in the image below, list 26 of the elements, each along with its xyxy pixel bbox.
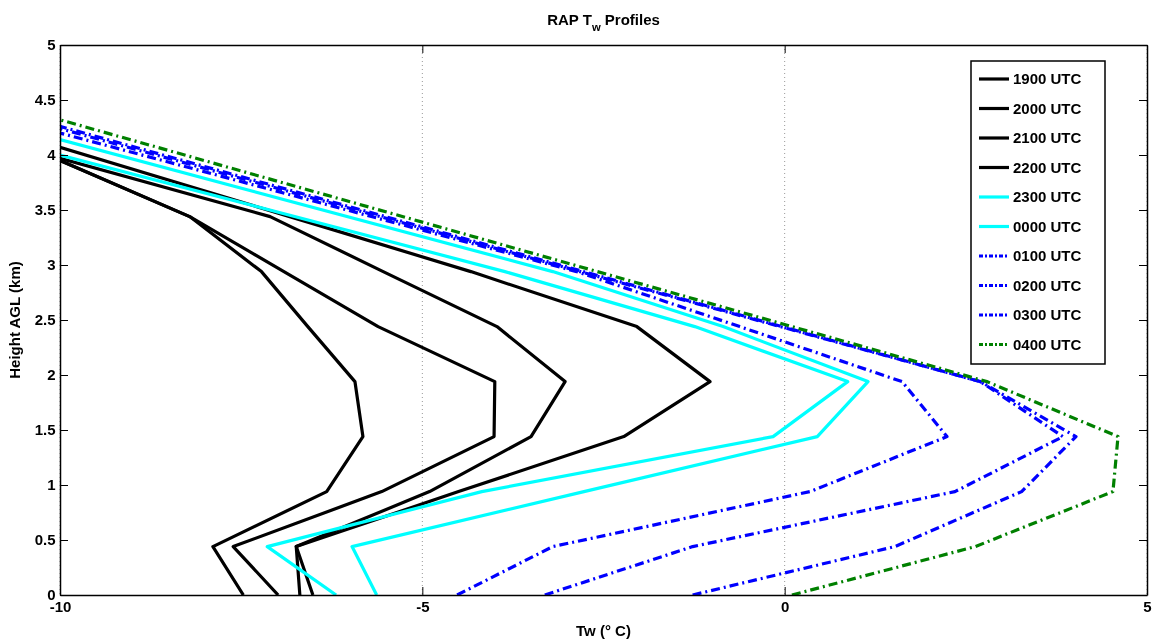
x-tick-label: -5 (416, 597, 430, 615)
x-tick-label: 0 (780, 597, 790, 615)
y-tick-label: 4 (47, 146, 57, 164)
x-tick-label: 5 (1143, 597, 1152, 615)
x-axis-title: Tw (° C) (576, 622, 631, 639)
legend-label: 2200 UTC (1013, 158, 1082, 176)
y-tick-label: 3 (47, 256, 56, 274)
y-tick-label: 2.5 (34, 311, 56, 329)
legend-label: 0300 UTC (1013, 306, 1082, 323)
legend-label: 2100 UTC (1013, 129, 1082, 146)
y-tick-label: 0.5 (34, 531, 56, 549)
legend-label: 2000 UTC (1013, 99, 1082, 117)
legend-label: 0000 UTC (1013, 217, 1082, 235)
legend-label: 0400 UTC (1013, 335, 1082, 353)
y-tick-label: 3.5 (34, 201, 56, 219)
legend-label: 0200 UTC (1013, 276, 1082, 294)
y-tick-label: 5 (47, 36, 56, 54)
chart-title: RAP T$_{w}$ Profiles (547, 11, 660, 33)
y-tick-label: 1.5 (34, 421, 56, 439)
legend-label: 1900 UTC (1013, 70, 1082, 87)
y-tick-label: 2 (47, 366, 56, 384)
y-axis-title: Height AGL (km) (6, 261, 23, 379)
y-tick-label: 4.5 (34, 91, 56, 109)
legend-label: 2300 UTC (1013, 188, 1082, 205)
legend-label: 0100 UTC (1013, 247, 1082, 264)
y-tick-label: 1 (47, 476, 56, 494)
